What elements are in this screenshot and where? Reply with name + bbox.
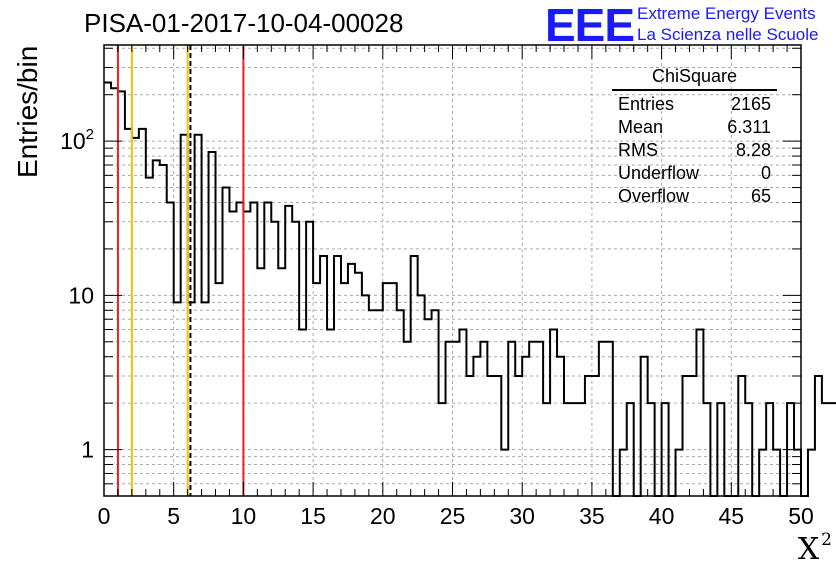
y-tick-label: 1 (81, 437, 94, 463)
x-tick-label: 30 (509, 503, 535, 529)
y-tick-label: 102 (60, 126, 94, 154)
y-tick-label: 10 (68, 282, 94, 308)
chart-title: PISA-01-2017-10-04-00028 (84, 8, 404, 38)
x-tick-label: 0 (98, 503, 111, 529)
eee-logo: EEE (545, 0, 635, 51)
x-tick-label: 40 (649, 503, 675, 529)
x-tick-label: 5 (167, 503, 180, 529)
stats-row-overflow: Overflow 65 (618, 186, 771, 206)
x-tick-label: 45 (719, 503, 745, 529)
logo-line-1: Extreme Energy Events (637, 4, 816, 23)
x-tick-label: 20 (370, 503, 396, 529)
stats-row-rms: RMS 8.28 (618, 140, 771, 160)
x-tick-label: 15 (300, 503, 326, 529)
stats-row-entries: Entries 2165 (618, 94, 771, 114)
logo-line-2: La Scienza nelle Scuole (637, 25, 819, 44)
stats-box: ChiSquare Entries 2165 Mean 6.311 RMS 8.28 … (612, 66, 777, 208)
histogram-outline (104, 81, 836, 497)
stats-row-mean: Mean 6.311 (618, 117, 771, 137)
x-tick-label: 25 (440, 503, 466, 529)
x-tick-label: 50 (788, 503, 814, 529)
stats-row-underflow: Underflow 0 (618, 163, 771, 183)
x-tick-label: 35 (579, 503, 605, 529)
stats-title: ChiSquare (612, 66, 777, 91)
logo-subtitle: Extreme Energy Events La Scienza nelle S… (637, 3, 818, 45)
x-tick-label: 10 (231, 503, 257, 529)
